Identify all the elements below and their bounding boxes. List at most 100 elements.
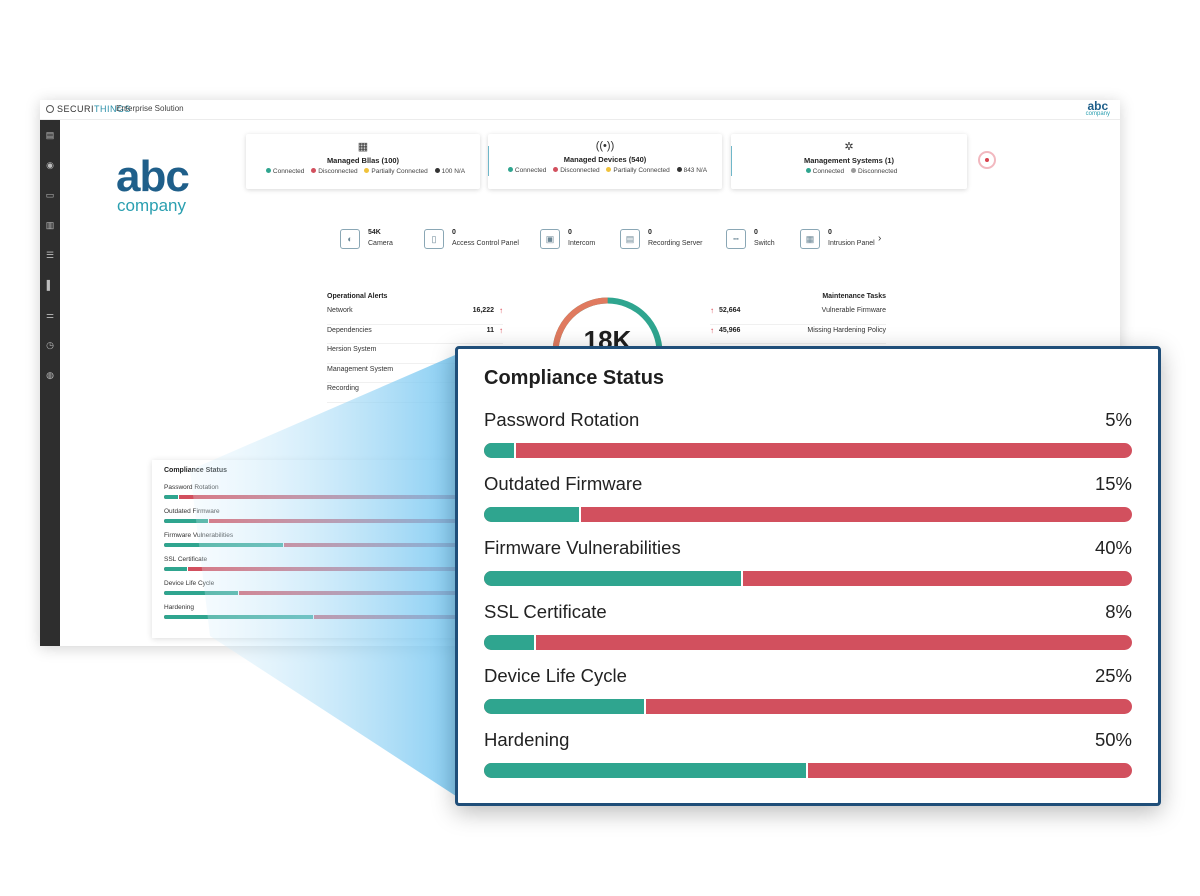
mini-compliance-item[interactable]: Hardening	[164, 604, 464, 628]
managed-devices-card[interactable]: ((•)) Managed Devices (540) Connected Di…	[488, 134, 722, 189]
mini-compliance-label: Device Life Cycle	[164, 580, 215, 587]
legend-dot	[606, 167, 612, 172]
building-icon[interactable]: ▥	[45, 220, 55, 230]
card-title: Managed Bllas (100)	[326, 156, 400, 165]
mini-compliance-item[interactable]: Outdated Firmware	[164, 508, 464, 532]
corner-company-logo: abc company	[1086, 100, 1110, 118]
compliance-label: SSL Certificate	[484, 601, 607, 622]
compliance-progress-bar	[484, 571, 1132, 586]
compliance-percent: 25%	[1094, 665, 1132, 686]
mini-progress-fill	[164, 519, 209, 523]
mini-compliance-label: SSL Certificate	[164, 556, 208, 563]
legend-dot	[265, 168, 271, 173]
compliance-progress-bar	[484, 507, 1132, 522]
logo-sub: company	[117, 196, 186, 215]
mini-progress-fill	[164, 615, 314, 619]
ring-icon	[46, 105, 54, 113]
intercom-icon: ▣	[540, 229, 560, 249]
monitor-icon[interactable]: ▭	[45, 190, 55, 200]
list-title: Operational Alerts	[327, 293, 388, 300]
legend-label: Connected	[272, 168, 305, 175]
clock-icon[interactable]: ◷	[46, 340, 54, 350]
securithings-logo[interactable]: SECURITHINGS	[46, 104, 131, 114]
row-label: Recording	[327, 385, 359, 392]
company-logo: abc company	[116, 155, 216, 215]
camera-icon: ◐	[340, 229, 360, 249]
sidebar: ▤ ◉ ▭ ▥ ☰ ▌ ⚌ ◷ ◍	[40, 120, 60, 646]
legend-dot	[311, 168, 317, 173]
arrow-up-icon: ↑	[499, 325, 503, 335]
legend-label: Disconnected	[560, 167, 600, 174]
mini-progress-fill	[164, 495, 179, 499]
list-icon[interactable]: ☰	[45, 250, 55, 260]
compliance-item[interactable]: Device Life Cycle 25%	[484, 665, 1132, 725]
maintenance-tasks-list: Maintenance Tasks ↑ 52,664 Vulnerable Firm…	[710, 293, 886, 344]
row-value: 45,966	[719, 326, 741, 334]
legend-dot	[507, 167, 513, 172]
mini-progress-bar	[164, 543, 464, 547]
management-systems-card[interactable]: ✲ Management Systems (1) Connected Disco…	[731, 134, 967, 189]
compliance-percent: 50%	[1094, 729, 1132, 750]
legend-label: 843 N/A	[683, 167, 708, 174]
compliance-item[interactable]: Outdated Firmware 15%	[484, 473, 1132, 533]
compliance-progress-bar	[484, 635, 1132, 650]
card-title: Management Systems (1)	[803, 156, 895, 165]
legend-label: Partially Connected	[613, 167, 670, 174]
alert-indicator-icon[interactable]	[978, 151, 996, 169]
compliance-progress-fill	[484, 763, 808, 778]
mini-compliance-item[interactable]: SSL Certificate	[164, 556, 464, 580]
mini-compliance-item[interactable]: Device Life Cycle	[164, 580, 464, 604]
mini-compliance-label: Firmware Vulnerabilities	[164, 532, 234, 539]
device-count: 0	[648, 229, 652, 236]
list-item[interactable]: ↑ 52,664 Vulnerable Firmware	[710, 305, 886, 325]
compliance-item[interactable]: Password Rotation 5%	[484, 409, 1132, 469]
legend-label: Disconnected	[318, 168, 358, 175]
bar-chart-icon[interactable]: ▌	[46, 280, 54, 290]
brand-prefix: SECURI	[57, 104, 95, 114]
compliance-percent: 15%	[1094, 473, 1132, 494]
legend-label: Disconnected	[857, 168, 898, 175]
compliance-item[interactable]: SSL Certificate 8%	[484, 601, 1132, 661]
location-pin-icon[interactable]: ◉	[46, 160, 54, 170]
compliance-item[interactable]: Firmware Vulnerabilities 40%	[484, 537, 1132, 597]
row-label: Management System	[327, 365, 394, 373]
mini-progress-fill	[164, 567, 188, 571]
card-legend: Connected Disconnected	[731, 168, 967, 175]
mini-progress-fill	[164, 591, 239, 595]
managed-sites-card[interactable]: ▦ Managed Bllas (100) Connected Disconne…	[246, 134, 480, 189]
compliance-status-panel-small: Compliance Status Password Rotation Outda…	[152, 460, 472, 638]
mini-compliance-item[interactable]: Password Rotation	[164, 484, 464, 508]
compliance-label: Firmware Vulnerabilities	[484, 537, 681, 558]
device-type-strip: ◐ 54K Camera ▯ 0 Access Control Panel ▣ 0 Inte…	[340, 228, 900, 252]
row-label: Hersion System	[327, 346, 377, 353]
sliders-icon[interactable]: ⚌	[45, 310, 55, 320]
device-label: Switch	[754, 240, 775, 247]
chevron-right-icon[interactable]: ›	[878, 233, 882, 244]
compliance-label: Device Life Cycle	[484, 665, 627, 686]
brand-suffix: THINGS	[94, 104, 132, 114]
access-panel-icon: ▯	[424, 229, 444, 249]
globe-icon[interactable]: ◍	[46, 370, 54, 380]
legend-dot	[676, 167, 682, 172]
compliance-progress-bar	[484, 443, 1132, 458]
dashboard-icon[interactable]: ▤	[45, 130, 55, 140]
list-item[interactable]: Dependencies 11 ↑	[327, 325, 503, 344]
legend-dot	[553, 167, 559, 172]
mini-progress-bar	[164, 615, 464, 619]
mini-compliance-label: Hardening	[164, 604, 194, 611]
list-item[interactable]: Network 16,222 ↑	[327, 305, 503, 325]
switch-icon: ┅	[726, 229, 746, 249]
row-value: 11	[486, 326, 494, 334]
mini-progress-bar	[164, 495, 464, 499]
compliance-progress-fill	[484, 635, 536, 650]
device-label: Camera	[368, 240, 393, 247]
mini-progress-fill	[164, 543, 284, 547]
compliance-item[interactable]: Hardening 50%	[484, 729, 1132, 789]
mini-compliance-item[interactable]: Firmware Vulnerabilities	[164, 532, 464, 556]
legend-dot	[850, 168, 856, 173]
row-label: Network	[327, 307, 353, 314]
device-count: 54K	[368, 229, 381, 236]
compliance-percent: 5%	[1105, 409, 1132, 430]
list-item[interactable]: ↑ 45,966 Missing Hardening Policy	[710, 325, 886, 344]
arrow-up-icon: ↑	[499, 306, 503, 315]
